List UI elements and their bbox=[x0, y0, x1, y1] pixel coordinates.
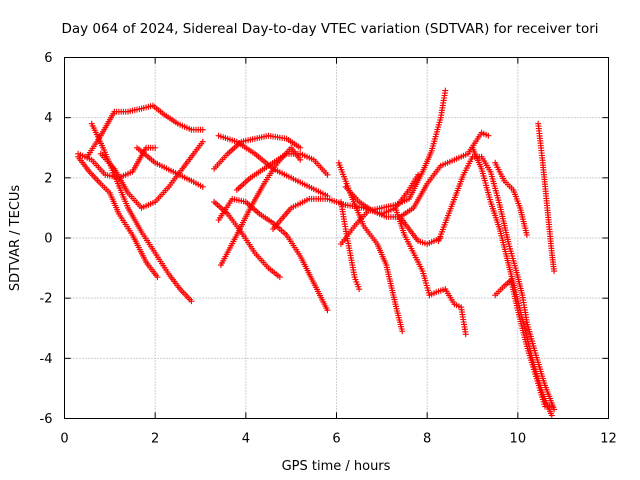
series-arc19 bbox=[397, 129, 492, 220]
series-arc12 bbox=[233, 150, 331, 193]
series-arc13 bbox=[270, 171, 422, 232]
data-point-marker bbox=[442, 87, 449, 94]
series-arc15 bbox=[342, 183, 444, 247]
series-arc22 bbox=[492, 277, 555, 410]
y-tick-label: -6 bbox=[40, 412, 53, 427]
data-point-marker bbox=[188, 298, 195, 305]
y-tick-label: -4 bbox=[40, 352, 53, 367]
series-arc18 bbox=[392, 204, 469, 338]
data-points bbox=[75, 87, 558, 419]
x-tick-label: 2 bbox=[151, 432, 159, 447]
series-arc6 bbox=[134, 144, 206, 190]
data-point-marker bbox=[324, 171, 331, 178]
data-point-marker bbox=[523, 231, 530, 238]
series-arc3 bbox=[75, 153, 161, 281]
x-tick-label: 0 bbox=[60, 432, 68, 447]
series-arc23 bbox=[492, 159, 530, 238]
data-point-marker bbox=[297, 144, 304, 151]
data-point-marker bbox=[276, 274, 283, 281]
data-point-marker bbox=[297, 156, 304, 163]
chart-title: Day 064 of 2024, Sidereal Day-to-day VTE… bbox=[61, 21, 598, 37]
series-arc17 bbox=[338, 198, 363, 293]
axis-ticks: 0 2 4 6 8 10 12 -6 -4 -2 0 2 4 6 bbox=[40, 51, 617, 447]
y-axis-label: SDTVAR / TECUs bbox=[8, 185, 23, 292]
y-tick-label: 0 bbox=[44, 232, 52, 247]
plot-frame bbox=[64, 57, 609, 419]
data-point-marker bbox=[356, 286, 363, 293]
series-arc10 bbox=[211, 198, 283, 281]
y-tick-label: 4 bbox=[44, 111, 52, 126]
data-point-marker bbox=[199, 183, 206, 190]
series-arc8 bbox=[211, 132, 304, 172]
x-tick-label: 6 bbox=[332, 432, 340, 447]
data-point-marker bbox=[551, 268, 558, 275]
x-tick-label: 12 bbox=[600, 432, 617, 447]
data-point-marker bbox=[548, 403, 555, 410]
data-point-marker bbox=[462, 331, 469, 338]
series-arc9 bbox=[215, 195, 331, 314]
x-tick-label: 4 bbox=[242, 432, 250, 447]
data-point-marker bbox=[199, 138, 206, 145]
x-tick-label: 10 bbox=[510, 432, 527, 447]
y-tick-label: -2 bbox=[40, 292, 53, 307]
series-arc11 bbox=[217, 144, 304, 269]
series-arc4 bbox=[88, 120, 195, 305]
y-tick-label: 2 bbox=[44, 171, 52, 186]
x-axis-label: GPS time / hours bbox=[282, 459, 391, 474]
series-arc14 bbox=[335, 159, 406, 335]
data-point-marker bbox=[548, 412, 555, 419]
data-point-marker bbox=[399, 328, 406, 335]
data-point-marker bbox=[199, 126, 206, 133]
data-point-marker bbox=[154, 274, 161, 281]
x-tick-label: 8 bbox=[423, 432, 431, 447]
data-point-marker bbox=[152, 144, 159, 151]
data-point-marker bbox=[324, 307, 331, 314]
y-tick-label: 6 bbox=[44, 51, 52, 66]
series-arc16 bbox=[338, 87, 449, 247]
data-point-marker bbox=[485, 132, 492, 139]
series-arc24 bbox=[535, 120, 558, 275]
